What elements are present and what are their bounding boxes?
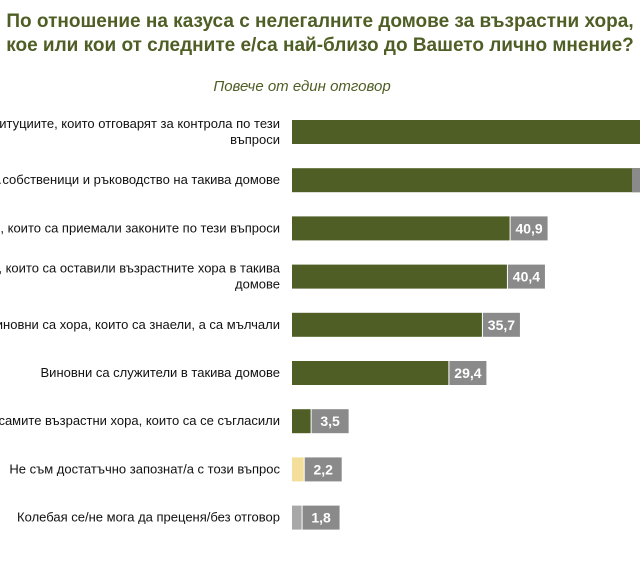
value-label: 40,4 (513, 269, 540, 285)
value-box (482, 312, 520, 337)
value-label: 1,8 (311, 510, 331, 526)
bar (292, 409, 311, 434)
chart-title-line1: По отношение на казуса с нелегалните дом… (6, 11, 634, 32)
category-label: …иновни са хора, които са знаели, а са м… (0, 317, 280, 332)
category-label: …собственици и ръководство на такива дом… (0, 172, 280, 187)
value-box (449, 361, 487, 385)
bar (292, 168, 640, 193)
value-label: 2,2 (313, 461, 333, 477)
category-label: …итуциите, които отговарят за контрола п… (0, 116, 280, 131)
category-label: Виновни са служители в такива домове (41, 365, 280, 380)
value-box (304, 457, 342, 482)
bar (292, 505, 302, 530)
value-label: 35,7 (488, 317, 515, 333)
value-box (302, 505, 340, 530)
category-label: Не съм достатъчно запознат/а с този въпр… (9, 461, 280, 476)
value-label: 29,4 (454, 365, 481, 381)
chart-title: По отношение на казуса с нелегалните дом… (0, 10, 640, 58)
bar (292, 120, 640, 144)
bar (292, 457, 304, 482)
category-label: домове (235, 277, 280, 292)
category-label: …е, които са оставили възрастните хора в… (0, 261, 281, 276)
bar (292, 361, 449, 385)
bar (292, 312, 482, 337)
value-box (632, 168, 640, 193)
value-box (507, 264, 545, 289)
bar (292, 216, 510, 241)
category-label: въпроси (230, 132, 280, 147)
chart-title-line2: кое или кои от следните е/са най-близо д… (6, 35, 634, 56)
bar (292, 264, 507, 289)
category-label: Колебая се/не мога да преценя/без отгово… (17, 510, 280, 525)
chart-subtitle: Повече от един отговор (213, 78, 391, 95)
category-label: …, които са приемали законите по тези въ… (0, 220, 280, 235)
value-box (311, 409, 349, 434)
value-label: 40,9 (515, 220, 542, 236)
value-label: 3,5 (320, 413, 340, 429)
category-label: …самите възрастни хора, които са се съгл… (0, 413, 280, 428)
value-box (510, 216, 548, 241)
